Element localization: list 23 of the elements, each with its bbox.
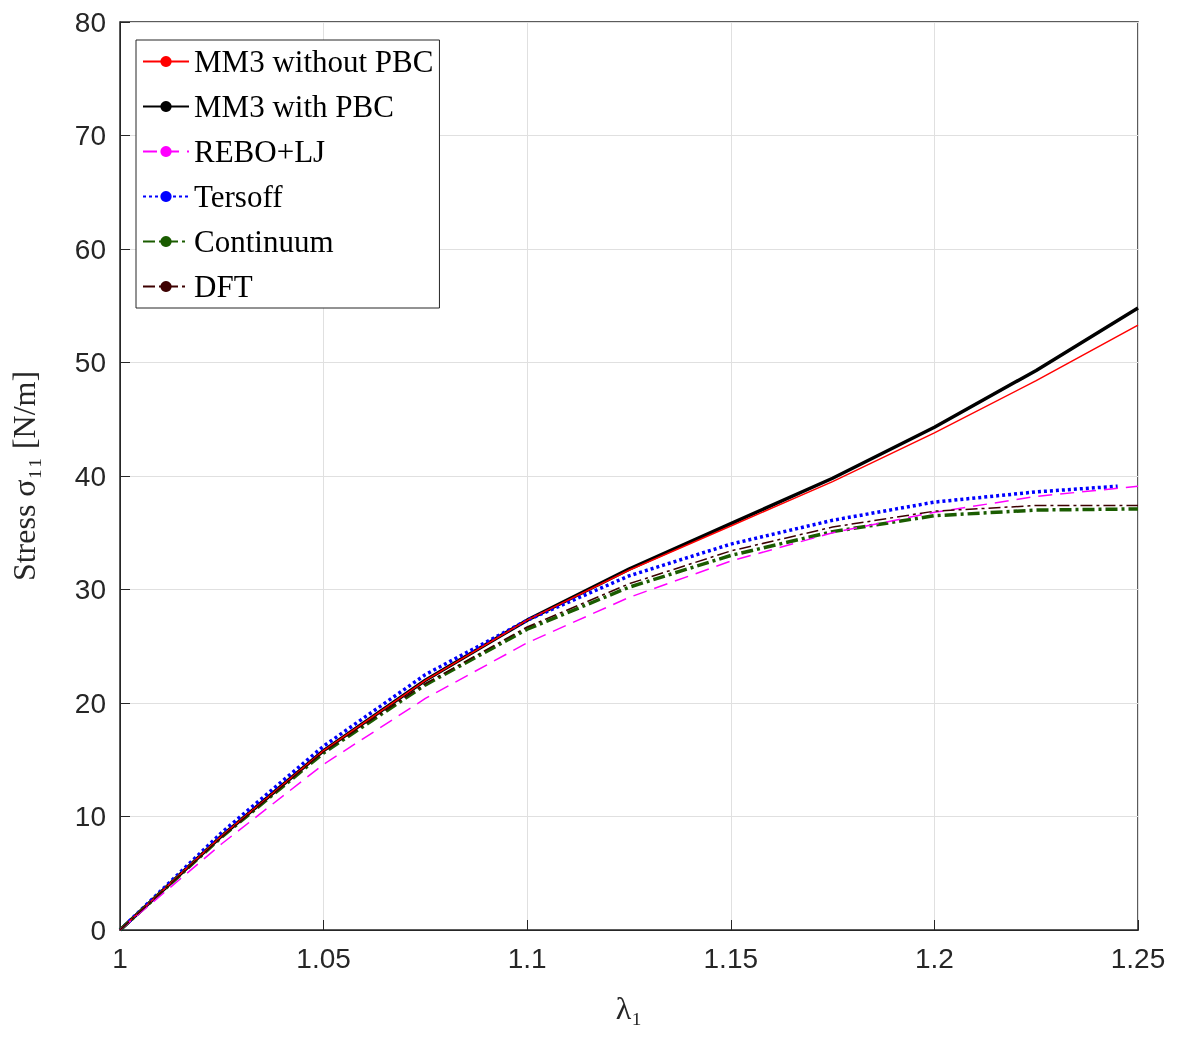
x-tick-label: 1.25: [1110, 942, 1166, 974]
y-tick-label: 0: [90, 914, 106, 946]
x-tick-label: 1.1: [507, 942, 547, 974]
x-tick-label: 1.2: [914, 942, 954, 974]
legend-label: Continuum: [194, 224, 334, 259]
legend-label: MM3 with PBC: [194, 89, 394, 124]
y-tick-label: 20: [74, 687, 106, 719]
x-tick-label: 1: [112, 942, 128, 974]
y-tick-label: 30: [74, 574, 106, 605]
legend-label: MM3 without PBC: [194, 44, 434, 79]
legend-label: REBO+LJ: [194, 134, 326, 169]
legend-label: Tersoff: [194, 179, 284, 214]
x-tick-label: 1.05: [296, 942, 351, 974]
y-tick-label: 60: [74, 233, 106, 265]
x-tick-label: 1.15: [703, 942, 759, 974]
y-tick-label: 80: [74, 6, 106, 38]
y-tick-label: 70: [74, 120, 106, 151]
y-axis-title: Stress σ₁₁ [N/m]: [6, 370, 42, 582]
y-tick-label: 50: [74, 347, 106, 378]
y-tick-label: 40: [74, 460, 106, 492]
legend-label: DFT: [194, 269, 253, 304]
x-axis-title: λ₁: [615, 990, 643, 1026]
y-tick-label: 10: [74, 801, 106, 832]
